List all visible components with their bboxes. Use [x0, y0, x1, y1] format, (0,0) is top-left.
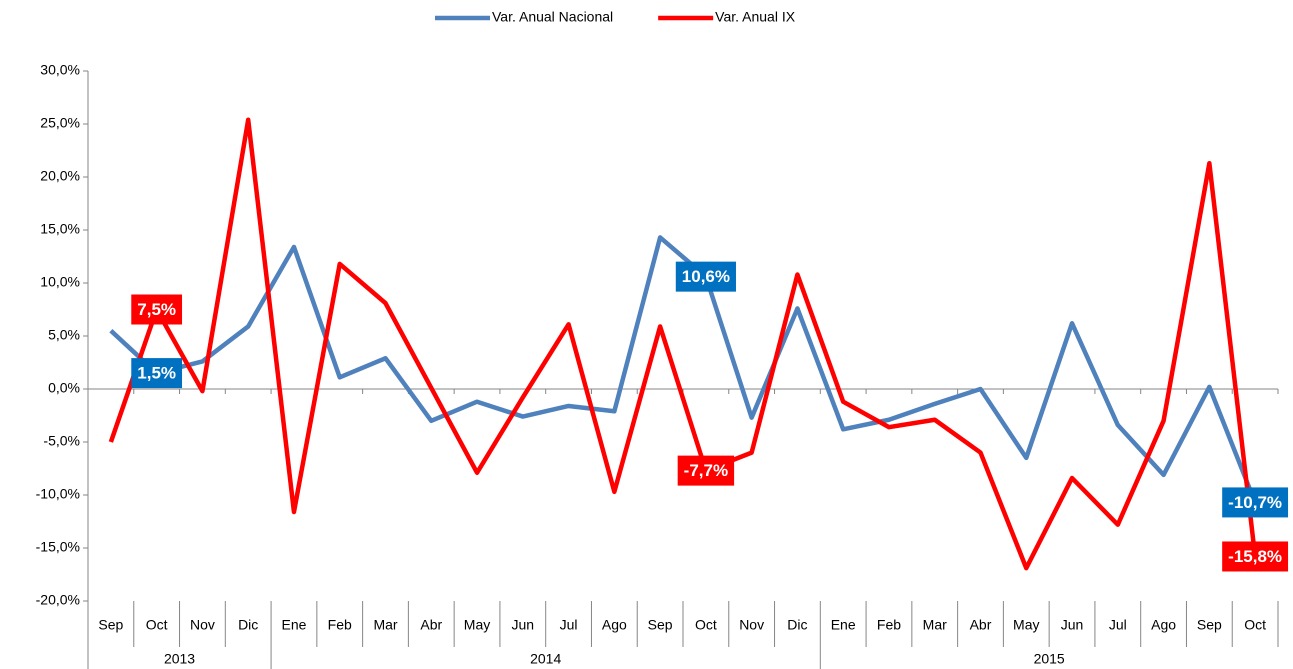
x-tick-label: Sep — [648, 617, 673, 633]
x-tick-label: Oct — [695, 617, 717, 633]
x-tick-label: Feb — [328, 617, 352, 633]
series-line — [109, 235, 1258, 504]
x-group-label: 2014 — [530, 651, 561, 667]
x-tick-label: Sep — [1197, 617, 1222, 633]
data-label-text: -7,7% — [684, 461, 728, 480]
x-tick-label: Nov — [190, 617, 215, 633]
x-tick-label: Ago — [1151, 617, 1176, 633]
x-tick-label: Dic — [238, 617, 258, 633]
data-label-text: 7,5% — [137, 300, 176, 319]
y-tick-label: 30,0% — [40, 62, 80, 78]
x-tick-label: Oct — [146, 617, 168, 633]
data-label-box — [1222, 541, 1289, 572]
data-label-text: -10,7% — [1228, 493, 1282, 512]
y-tick-label: 25,0% — [40, 115, 80, 131]
x-tick-label: Abr — [970, 617, 992, 633]
x-tick-label: Jul — [1109, 617, 1127, 633]
data-label: -10,7% — [1222, 487, 1289, 518]
x-tick-label: Ene — [831, 617, 856, 633]
y-tick-label: -15,0% — [36, 539, 80, 555]
x-tick-label: Oct — [1244, 617, 1266, 633]
data-label: 1,5% — [131, 358, 183, 389]
data-label: -7,7% — [677, 455, 735, 486]
x-tick-label: May — [464, 617, 490, 633]
x-tick-label: Mar — [923, 617, 947, 633]
x-tick-label: Abr — [420, 617, 442, 633]
x-group-label: 2013 — [164, 651, 195, 667]
x-tick-label: Mar — [373, 617, 397, 633]
legend-label: Var. Anual IX — [715, 9, 796, 25]
data-label: -15,8% — [1222, 541, 1289, 572]
data-label-box — [131, 358, 183, 389]
y-tick-label: 20,0% — [40, 168, 80, 184]
y-tick-label: -10,0% — [36, 486, 80, 502]
y-tick-label: 15,0% — [40, 221, 80, 237]
data-label-text: -15,8% — [1228, 547, 1282, 566]
x-tick-label: Jun — [1061, 617, 1084, 633]
data-label-box — [677, 455, 735, 486]
data-label-text: 10,6% — [682, 267, 730, 286]
x-tick-label: May — [1013, 617, 1039, 633]
legend-label: Var. Anual Nacional — [492, 9, 613, 25]
y-tick-label: 10,0% — [40, 274, 80, 290]
x-tick-label: Sep — [98, 617, 123, 633]
x-tick-label: Dic — [787, 617, 807, 633]
x-tick-label: Nov — [739, 617, 764, 633]
y-tick-label: 0,0% — [48, 380, 80, 396]
series-line — [108, 117, 1258, 571]
data-label: 7,5% — [131, 294, 183, 325]
y-tick-label: 5,0% — [48, 327, 80, 343]
y-tick-label: -20,0% — [36, 592, 80, 608]
x-group-label: 2015 — [1034, 651, 1065, 667]
x-tick-label: Feb — [877, 617, 901, 633]
y-tick-label: -5,0% — [43, 433, 80, 449]
x-tick-label: Ago — [602, 617, 627, 633]
x-tick-label: Ene — [282, 617, 307, 633]
x-tick-label: Jul — [560, 617, 578, 633]
data-label-box — [131, 294, 183, 325]
x-tick-label: Jun — [512, 617, 535, 633]
data-label-box — [1222, 487, 1289, 518]
data-label-text: 1,5% — [137, 364, 176, 383]
data-label: 10,6% — [675, 261, 736, 292]
data-label-box — [675, 261, 736, 292]
